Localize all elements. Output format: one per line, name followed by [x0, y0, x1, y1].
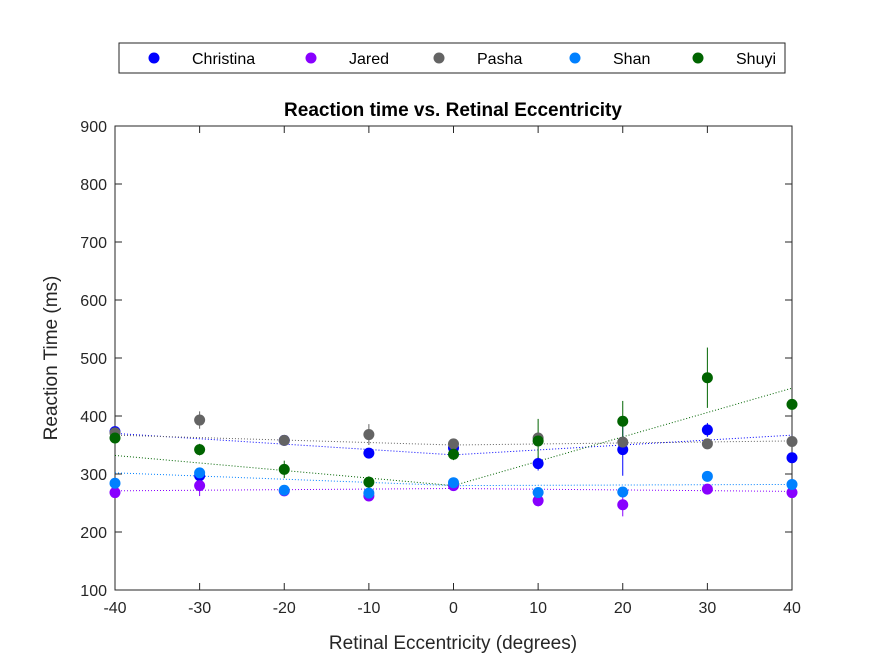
- y-tick-label: 900: [80, 119, 107, 136]
- x-tick-label: 30: [698, 600, 716, 617]
- legend-label-shan: Shan: [613, 51, 650, 68]
- point-shan: [448, 477, 459, 489]
- point-shuyi: [448, 448, 459, 460]
- legend-label-shuyi: Shuyi: [736, 51, 776, 68]
- point-shan: [194, 467, 206, 479]
- point-shuyi: [278, 463, 290, 475]
- y-tick-label: 800: [80, 177, 107, 194]
- point-shan: [363, 487, 375, 499]
- point-shan: [786, 478, 798, 490]
- point-pasha: [617, 436, 629, 448]
- point-shan: [617, 486, 629, 498]
- y-tick-label: 200: [80, 525, 107, 542]
- plot-area: [114, 125, 793, 591]
- point-christina: [532, 458, 544, 470]
- y-tick-label: 500: [80, 351, 107, 368]
- legend-label-pasha: Pasha: [477, 51, 522, 68]
- y-tick-label: 100: [80, 583, 107, 600]
- y-axis-label: Reaction Time (ms): [41, 276, 62, 441]
- y-axis: 100 200 300 400 500 600 700 800 900: [80, 119, 792, 600]
- point-shuyi: [109, 432, 121, 444]
- x-tick-label: 40: [783, 600, 801, 617]
- data-points: [109, 372, 798, 511]
- point-christina: [363, 447, 375, 459]
- point-pasha: [194, 414, 206, 426]
- y-tick-label: 600: [80, 293, 107, 310]
- fit-line-pasha: [114, 434, 793, 446]
- chart-title: Reaction time vs. Retinal Eccentricity: [284, 100, 622, 121]
- x-axis-label: Retinal Eccentricity (degrees): [329, 633, 577, 654]
- point-shuyi: [617, 415, 629, 427]
- fit-line-shan: [114, 472, 793, 487]
- point-shuyi: [786, 398, 798, 410]
- legend-label-jared: Jared: [349, 51, 389, 68]
- x-tick-label: -10: [357, 600, 380, 617]
- point-jared: [194, 480, 206, 492]
- x-tick-label: -30: [188, 600, 211, 617]
- point-jared: [532, 495, 544, 507]
- point-pasha: [786, 436, 798, 448]
- legend-marker-shan: [569, 52, 581, 64]
- point-shuyi: [701, 372, 713, 384]
- point-pasha: [448, 438, 459, 450]
- legend-marker-christina: [148, 52, 160, 64]
- legend: Christina Jared Pasha Shan Shuyi: [118, 42, 786, 74]
- legend-marker-pasha: [433, 52, 445, 64]
- point-shuyi: [532, 435, 544, 447]
- point-shuyi: [363, 476, 375, 488]
- point-pasha: [363, 429, 375, 441]
- fit-line-jared: [114, 487, 793, 492]
- y-tick-label: 700: [80, 235, 107, 252]
- x-tick-label: -40: [103, 600, 126, 617]
- point-christina: [701, 424, 713, 436]
- x-tick-label: 20: [614, 600, 632, 617]
- x-tick-label: 10: [529, 600, 547, 617]
- point-shan: [701, 470, 713, 482]
- point-jared: [109, 487, 121, 499]
- point-shan: [278, 484, 290, 496]
- point-christina: [617, 444, 629, 456]
- legend-marker-shuyi: [692, 52, 704, 64]
- point-pasha: [701, 438, 713, 450]
- point-christina: [786, 452, 798, 464]
- point-jared: [617, 499, 629, 511]
- y-tick-label: 400: [80, 409, 107, 426]
- legend-box: [118, 42, 786, 74]
- legend-marker-jared: [305, 52, 317, 64]
- y-tick-label: 300: [80, 467, 107, 484]
- point-pasha: [278, 434, 290, 446]
- point-shan: [109, 477, 121, 489]
- legend-label-christina: Christina: [192, 51, 255, 68]
- x-axis: -40 -30 -20 -10 0 10 20 30 40: [103, 126, 801, 617]
- point-shuyi: [194, 444, 206, 456]
- x-tick-label: 0: [449, 600, 458, 617]
- point-shan: [532, 487, 544, 499]
- x-tick-label: -20: [273, 600, 296, 617]
- point-jared: [701, 483, 713, 495]
- point-jared: [786, 487, 798, 499]
